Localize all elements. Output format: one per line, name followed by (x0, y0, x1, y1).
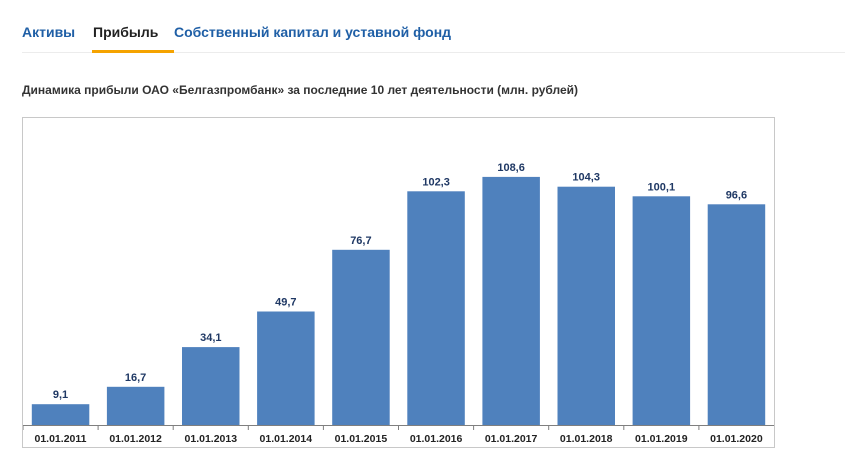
x-tick-label-01.01.2013: 01.01.2013 (185, 433, 238, 445)
x-tick-label-01.01.2016: 01.01.2016 (410, 433, 463, 445)
x-tick-label-01.01.2011: 01.01.2011 (35, 433, 87, 445)
data-label-01.01.2017: 108,6 (497, 162, 525, 174)
data-label-01.01.2013: 34,1 (200, 332, 221, 344)
x-tick-label-01.01.2020: 01.01.2020 (710, 433, 763, 445)
profit-bar-chart: 9,1 01.01.2011 16,7 01.01.2012 34,1 01.01.201… (22, 162, 774, 445)
data-label-01.01.2018: 104,3 (572, 172, 600, 184)
bar-01.01.2013 (182, 347, 240, 425)
bar-01.01.2011 (31, 404, 90, 425)
bar-01.01.2020 (707, 204, 766, 425)
chart-container: 9,1 01.01.2011 16,7 01.01.2012 34,1 01.01.201… (22, 117, 775, 448)
data-label-01.01.2020: 96,6 (726, 189, 747, 201)
bar-01.01.2012 (106, 386, 165, 425)
tab-bar: Активы Прибыль Собственный капитал и уст… (22, 0, 845, 53)
data-label-01.01.2012: 16,7 (125, 372, 146, 384)
tab-equity[interactable]: Собственный капитал и уставной фонд (174, 24, 452, 40)
data-label-01.01.2011: 9,1 (53, 389, 68, 401)
data-label-01.01.2016: 102,3 (422, 176, 450, 188)
data-label-01.01.2014: 49,7 (275, 297, 296, 309)
tab-assets[interactable]: Активы (22, 24, 76, 40)
active-tab-indicator (92, 50, 174, 53)
tab-profit[interactable]: Прибыль (93, 24, 159, 40)
x-tick-label-01.01.2018: 01.01.2018 (560, 433, 613, 445)
x-tick-label-01.01.2012: 01.01.2012 (109, 433, 162, 445)
data-label-01.01.2015: 76,7 (350, 235, 371, 247)
x-tick-label-01.01.2015: 01.01.2015 (335, 433, 388, 445)
bar-01.01.2016 (407, 191, 465, 425)
bar-01.01.2018 (557, 186, 615, 425)
x-tick-label-01.01.2019: 01.01.2019 (635, 433, 688, 445)
bar-01.01.2019 (632, 196, 691, 425)
bar-01.01.2017 (482, 176, 540, 425)
bar-01.01.2015 (332, 249, 390, 425)
bar-01.01.2014 (257, 311, 315, 425)
x-tick-label-01.01.2017: 01.01.2017 (485, 433, 538, 445)
x-tick-label-01.01.2014: 01.01.2014 (260, 433, 313, 445)
chart-title: Динамика прибыли ОАО «Белгазпромбанк» за… (22, 83, 579, 97)
data-label-01.01.2019: 100,1 (648, 181, 676, 193)
